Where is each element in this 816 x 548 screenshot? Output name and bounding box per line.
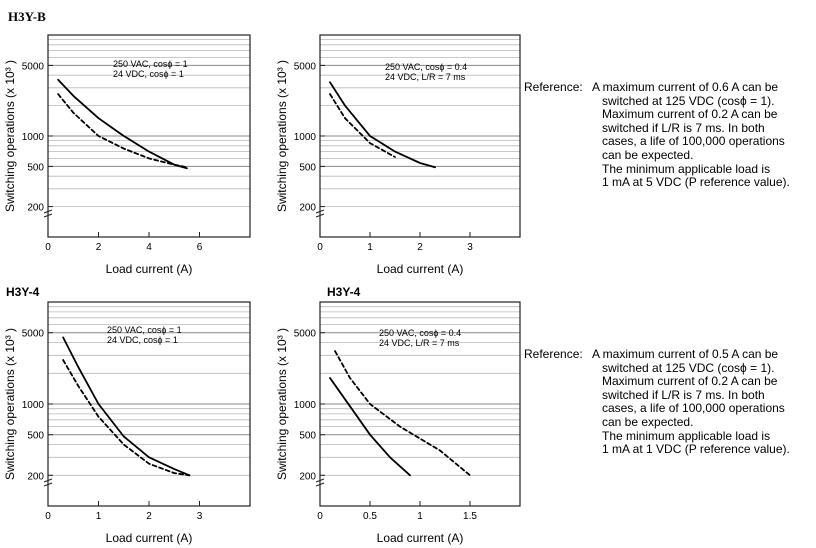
- axis-break-icon: [315, 478, 325, 487]
- chart-annotation: 24 VDC, L/R = 7 ms: [385, 72, 466, 82]
- chart-annotation: 250 VAC, cosϕ = 1: [107, 325, 182, 335]
- reference-line: switched if L/R is 7 ms. In both: [602, 387, 765, 402]
- x-tick-label: 0.5: [363, 511, 377, 522]
- reference-line: 1 mA at 1 VDC (P reference value).: [602, 442, 790, 457]
- reference-line: A maximum current of 0.6 A can be: [592, 80, 779, 94]
- x-tick-label: 2: [146, 511, 152, 522]
- x-tick-label: 2: [417, 242, 423, 253]
- y-tick-label: 5000: [294, 329, 317, 340]
- chart-title-top: H3Y-B: [8, 9, 46, 24]
- reference-line: switched at 125 VDC (cosϕ = 1).: [602, 93, 775, 108]
- x-tick-label: 6: [197, 242, 203, 253]
- y-tick-label: 500: [299, 431, 316, 442]
- reference-line: 1 mA at 5 VDC (P reference value).: [602, 175, 790, 190]
- x-axis-label: Load current (A): [377, 262, 464, 276]
- axis-break-icon: [43, 209, 53, 218]
- y-tick-label: 5000: [22, 329, 45, 340]
- y-tick-label: 1000: [22, 132, 45, 143]
- reference-line: The minimum applicable load is: [602, 161, 771, 176]
- x-tick-label: 1: [96, 511, 102, 522]
- chart-4: 200 500 1000 5000 0 0.5 1 1.5 Load current (A) Sw…: [275, 301, 521, 545]
- reference-line: A maximum current of 0.5 A can be: [592, 347, 779, 361]
- reference-line: Maximum current of 0.2 A can be: [602, 107, 778, 122]
- chart-1: 200 500 1000 5000 0 2 4 6 Load current (A) Switch…: [3, 34, 251, 276]
- x-axis-label: Load current (A): [377, 531, 464, 545]
- y-tick-label: 5000: [294, 61, 317, 72]
- reference-line: Maximum current of 0.2 A can be: [602, 374, 778, 389]
- chart-annotation: 24 VDC, cosϕ = 1: [107, 335, 178, 345]
- chart-annotation: 24 VDC, cosϕ = 1: [113, 69, 184, 79]
- x-tick-label: 3: [467, 242, 473, 253]
- x-tick-label: 0: [45, 511, 51, 522]
- y-axis-label: Switching operations (x 10³ ): [3, 328, 17, 480]
- reference-line: The minimum applicable load is: [602, 428, 771, 443]
- reference-label: Reference:: [524, 80, 583, 94]
- x-tick-label: 1: [417, 511, 423, 522]
- y-tick-label: 500: [27, 431, 44, 442]
- chart-annotation: 250 VAC, cosϕ = 0.4: [379, 328, 461, 338]
- axis-break-icon: [43, 478, 53, 487]
- series-line-solid: [329, 377, 411, 477]
- x-axis-label: Load current (A): [106, 262, 193, 276]
- grid-lines: [48, 306, 250, 476]
- y-axis-label: Switching operations (x 10³ ): [275, 60, 289, 212]
- chart-title-bottom-right: H3Y-4: [327, 285, 361, 299]
- x-tick-label: 1: [367, 242, 373, 253]
- series-line-dashed: [57, 93, 188, 169]
- x-tick-label: 3: [197, 511, 203, 522]
- x-axis-label: Load current (A): [106, 531, 193, 545]
- reference-line: can be expected.: [602, 148, 694, 162]
- x-tick-label: 0: [317, 242, 323, 253]
- reference-line: switched if L/R is 7 ms. In both: [602, 120, 765, 135]
- chart-annotation: 24 VDC, L/R = 7 ms: [379, 338, 460, 348]
- y-tick-label: 1000: [22, 400, 45, 411]
- chart-3: 200 500 1000 5000 0 1 2 3 Load current (A) Switch…: [3, 301, 251, 545]
- axis-break-icon: [315, 209, 325, 218]
- y-tick-label: 500: [299, 162, 316, 173]
- chart-annotation: 250 VAC, cosϕ = 1: [113, 59, 188, 69]
- y-tick-label: 5000: [22, 61, 45, 72]
- chart-annotation: 250 VAC, cosϕ = 0.4: [385, 62, 467, 72]
- x-tick-label: 0: [317, 511, 323, 522]
- series-line-solid: [57, 78, 188, 170]
- reference-line: can be expected.: [602, 415, 694, 429]
- y-tick-label: 200: [27, 471, 44, 482]
- series-line-dashed: [329, 93, 396, 158]
- series-line-dashed: [334, 350, 471, 477]
- y-tick-label: 500: [27, 162, 44, 173]
- grid-lines: [320, 39, 520, 207]
- y-axis-label: Switching operations (x 10³ ): [3, 60, 17, 212]
- reference-label: Reference:: [524, 347, 583, 361]
- y-tick-label: 1000: [294, 400, 317, 411]
- y-tick-label: 1000: [294, 132, 317, 143]
- series-line-solid: [329, 81, 436, 169]
- grid-lines: [320, 306, 520, 476]
- reference-line: cases, a life of 100,000 operations: [602, 134, 785, 149]
- x-tick-label: 1.5: [463, 511, 477, 522]
- x-tick-label: 4: [146, 242, 152, 253]
- x-tick-label: 0: [45, 242, 51, 253]
- y-tick-label: 200: [299, 203, 316, 214]
- reference-line: cases, a life of 100,000 operations: [602, 401, 785, 416]
- y-axis-label: Switching operations (x 10³ ): [275, 328, 289, 480]
- grid-lines: [48, 39, 250, 207]
- series-line-dashed: [62, 359, 191, 477]
- x-tick-label: 2: [96, 242, 102, 253]
- y-tick-label: 200: [299, 471, 316, 482]
- y-tick-label: 200: [27, 203, 44, 214]
- reference-line: switched at 125 VDC (cosϕ = 1).: [602, 360, 775, 375]
- chart-title-bottom-left: H3Y-4: [6, 285, 40, 299]
- series-line-solid: [62, 336, 191, 477]
